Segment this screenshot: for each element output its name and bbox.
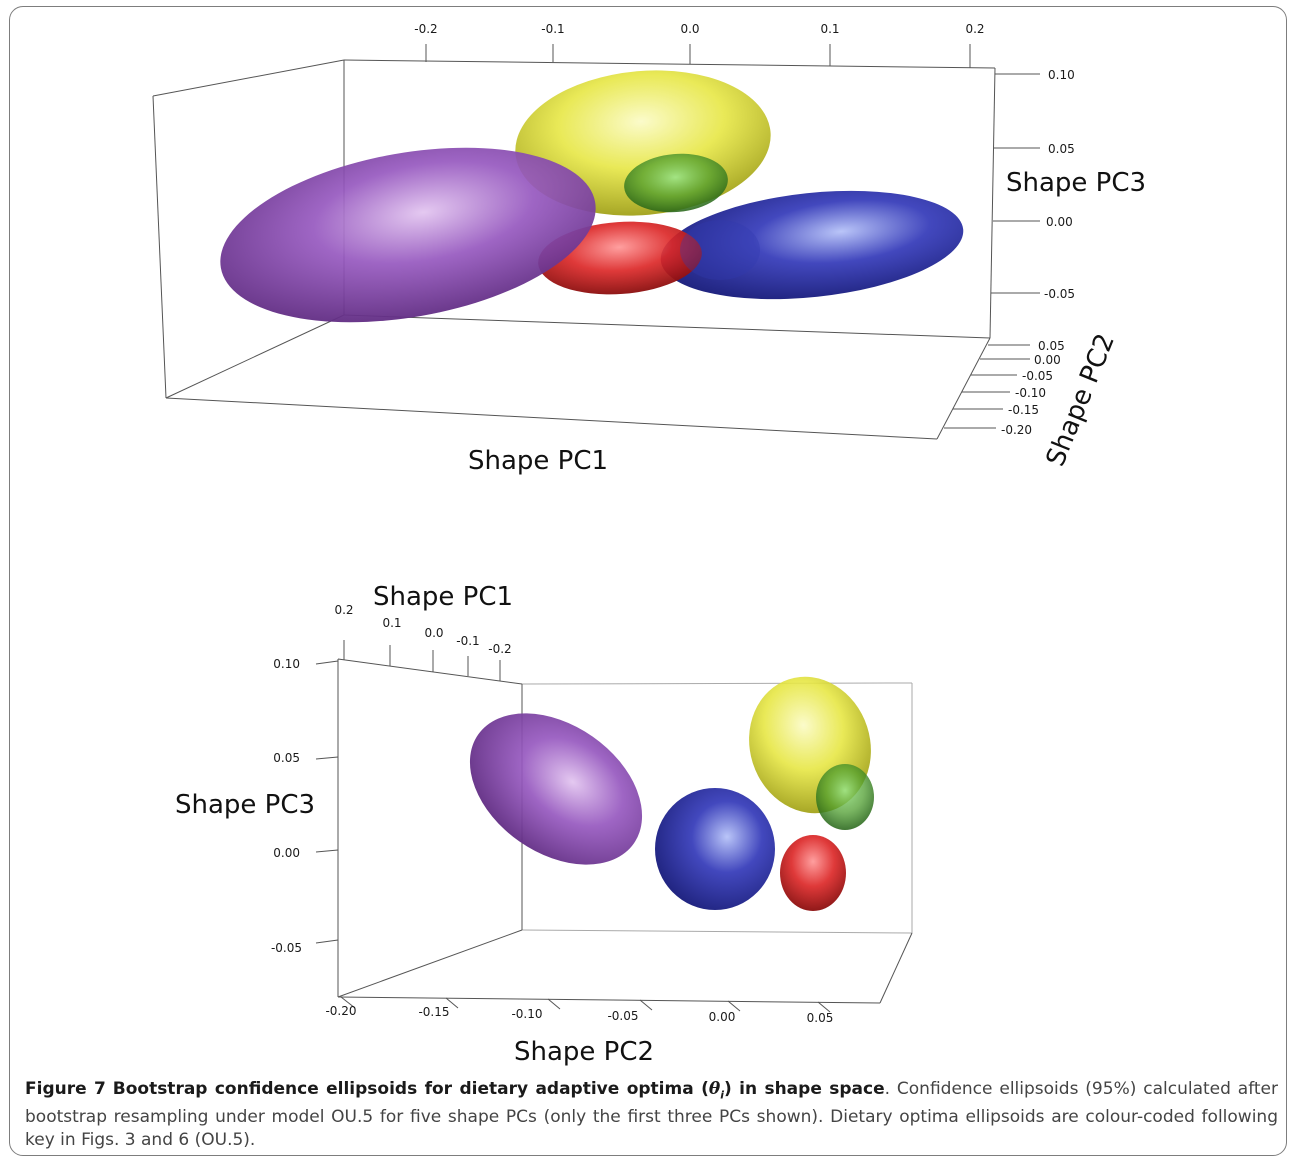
tick-label: 0.05 — [1038, 339, 1065, 353]
tick-label: 0.05 — [273, 751, 300, 765]
caption-title-post: ) in shape space — [723, 1079, 885, 1099]
ellipsoid-blue — [655, 788, 775, 910]
caption-theta-sub: i — [720, 1088, 724, 1102]
tick-label: 0.2 — [334, 603, 353, 617]
tick-label: -0.15 — [418, 1005, 449, 1019]
panel-bottom-tick-labels: 0.2 0.1 0.0 -0.1 -0.2 0.10 0.05 0.00 -0.… — [271, 603, 833, 1025]
caption-label: Figure 7 — [25, 1079, 106, 1099]
caption-body: . Confidence ellipsoids (95%) calculated… — [25, 1079, 1278, 1151]
tick-label: -0.1 — [541, 22, 564, 36]
tick-label: -0.05 — [271, 941, 302, 955]
tick-label: -0.20 — [325, 1004, 356, 1018]
tick-label: -0.05 — [607, 1009, 638, 1023]
x-axis-label: Shape PC2 — [514, 1037, 654, 1067]
ellipsoid-green — [816, 764, 874, 830]
tick-label: -0.20 — [1001, 423, 1032, 437]
tick-label: -0.1 — [456, 634, 479, 648]
tick-label: -0.05 — [1022, 369, 1053, 383]
y-axis-label: Shape PC3 — [1006, 168, 1146, 198]
panel-top-tick-labels: -0.2 -0.1 0.0 0.1 0.2 0.10 0.05 0.00 -0.… — [414, 22, 1075, 437]
figure-frame — [9, 6, 1287, 1156]
tick-label: 0.1 — [382, 616, 401, 630]
tick-label: 0.05 — [1048, 142, 1075, 156]
tick-label: -0.2 — [488, 642, 511, 656]
tick-label: -0.15 — [1008, 403, 1039, 417]
panel-top-ellipsoids — [220, 70, 964, 323]
tick-label: 0.10 — [273, 657, 300, 671]
ellipsoid-purple — [220, 147, 596, 323]
panel-bottom-3d-plot — [315, 640, 913, 1013]
caption-title-pre: Bootstrap confidence ellipsoids for diet… — [112, 1079, 709, 1099]
figure-canvas: -0.2 -0.1 0.0 0.1 0.2 0.10 0.05 0.00 -0.… — [152, 22, 1146, 1067]
tick-label: -0.10 — [511, 1007, 542, 1021]
ellipsoid-green — [624, 153, 728, 213]
tick-label: 0.2 — [965, 22, 984, 36]
tick-label: 0.00 — [709, 1010, 736, 1024]
caption-theta: θ — [708, 1079, 721, 1099]
x-axis-label: Shape PC1 — [468, 446, 608, 476]
tick-label: -0.10 — [1015, 386, 1046, 400]
tick-label: 0.10 — [1048, 68, 1075, 82]
ellipsoid-blue — [660, 190, 964, 300]
tick-label: -0.2 — [414, 22, 437, 36]
z-axis-label: Shape PC1 — [373, 582, 513, 612]
tick-label: 0.00 — [273, 846, 300, 860]
tick-label: -0.05 — [1044, 287, 1075, 301]
panel-top-3d-plot — [152, 44, 1040, 440]
figure-caption: Figure 7 Bootstrap confidence ellipsoids… — [25, 1078, 1278, 1152]
ellipsoid-blue-overlap — [680, 220, 760, 280]
tick-label: 0.00 — [1034, 353, 1061, 367]
tick-label: 0.05 — [807, 1011, 834, 1025]
tick-label: 0.0 — [424, 626, 443, 640]
ellipsoid-purple — [469, 713, 643, 865]
ellipsoid-red — [780, 835, 846, 911]
y-axis-label: Shape PC3 — [175, 790, 315, 820]
tick-label: 0.00 — [1046, 215, 1073, 229]
tick-label: 0.0 — [680, 22, 699, 36]
tick-label: 0.1 — [820, 22, 839, 36]
panel-bottom-ellipsoids — [469, 676, 874, 911]
